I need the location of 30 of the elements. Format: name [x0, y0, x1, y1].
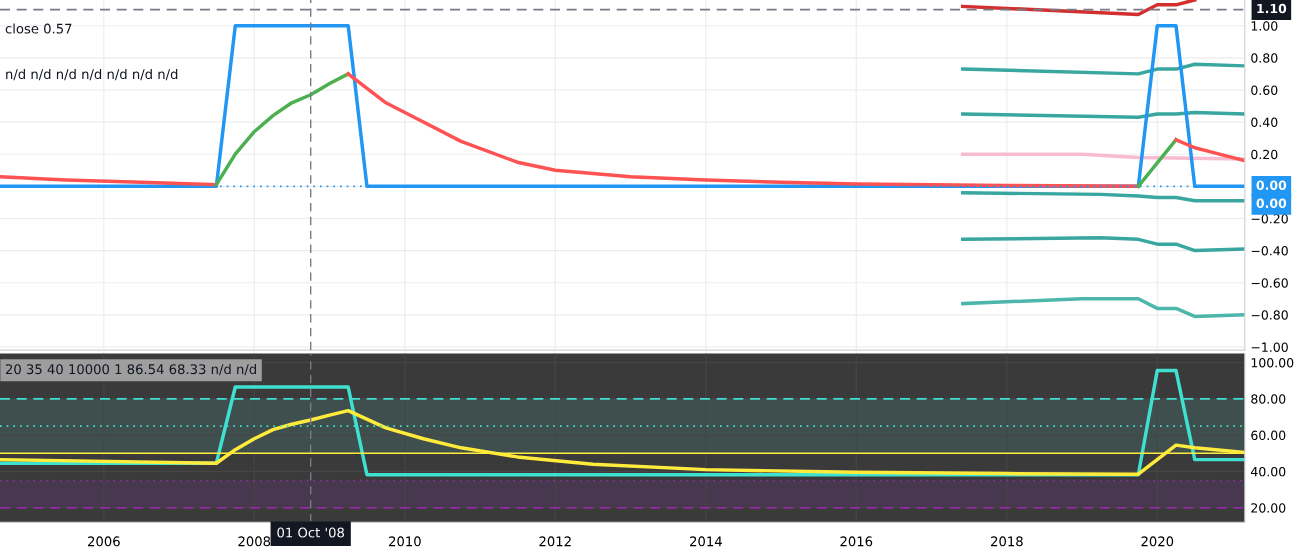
annotation: n/d n/d n/d n/d n/d n/d n/d [6, 68, 178, 81]
annotation: close 0.57 [5, 23, 72, 34]
x-tick-label: 2018 [991, 536, 1023, 547]
x-tick-label: 2010 [389, 536, 421, 547]
ref-line-label: 0.00 [1256, 180, 1287, 190]
y-tick-label: −1.00 [1251, 342, 1288, 352]
x-tick-label: 2020 [1141, 536, 1174, 547]
x-tick-label: 2016 [840, 536, 873, 547]
ref-line-label: 1.10 [1257, 3, 1287, 14]
y-tick-label: 0.60 [1251, 85, 1278, 95]
y-tick-label: 60.00 [1251, 430, 1286, 441]
y-tick-label: −0.20 [1251, 213, 1288, 224]
y-tick-label: −0.60 [1251, 278, 1288, 288]
y-tick-label: 20.00 [1251, 503, 1286, 513]
y-tick-label: 0.40 [1251, 117, 1278, 128]
y-tick-label: −0.40 [1251, 246, 1288, 256]
x-tick-label: 2012 [539, 536, 571, 547]
data-label: 0.00 [1256, 198, 1287, 209]
y-tick-label: 0.80 [1251, 53, 1278, 63]
y-tick-label: 40.00 [1250, 466, 1286, 477]
x-tick-label: 2006 [88, 536, 120, 547]
y-tick-label: 1.00 [1251, 21, 1278, 31]
ref-line-label: 01 Oct '08 [277, 527, 344, 538]
y-tick-label: 80.00 [1251, 394, 1286, 404]
y-tick-label: −0.80 [1251, 310, 1288, 320]
x-tick-label: 2008 [238, 536, 271, 547]
y-tick-label: 100.00 [1251, 358, 1294, 368]
annotation: 20 35 40 10000 1 86.54 68.33 n/d n/d [5, 363, 256, 376]
x-tick-label: 2014 [690, 536, 722, 547]
y-tick-label: 0.20 [1251, 149, 1278, 160]
